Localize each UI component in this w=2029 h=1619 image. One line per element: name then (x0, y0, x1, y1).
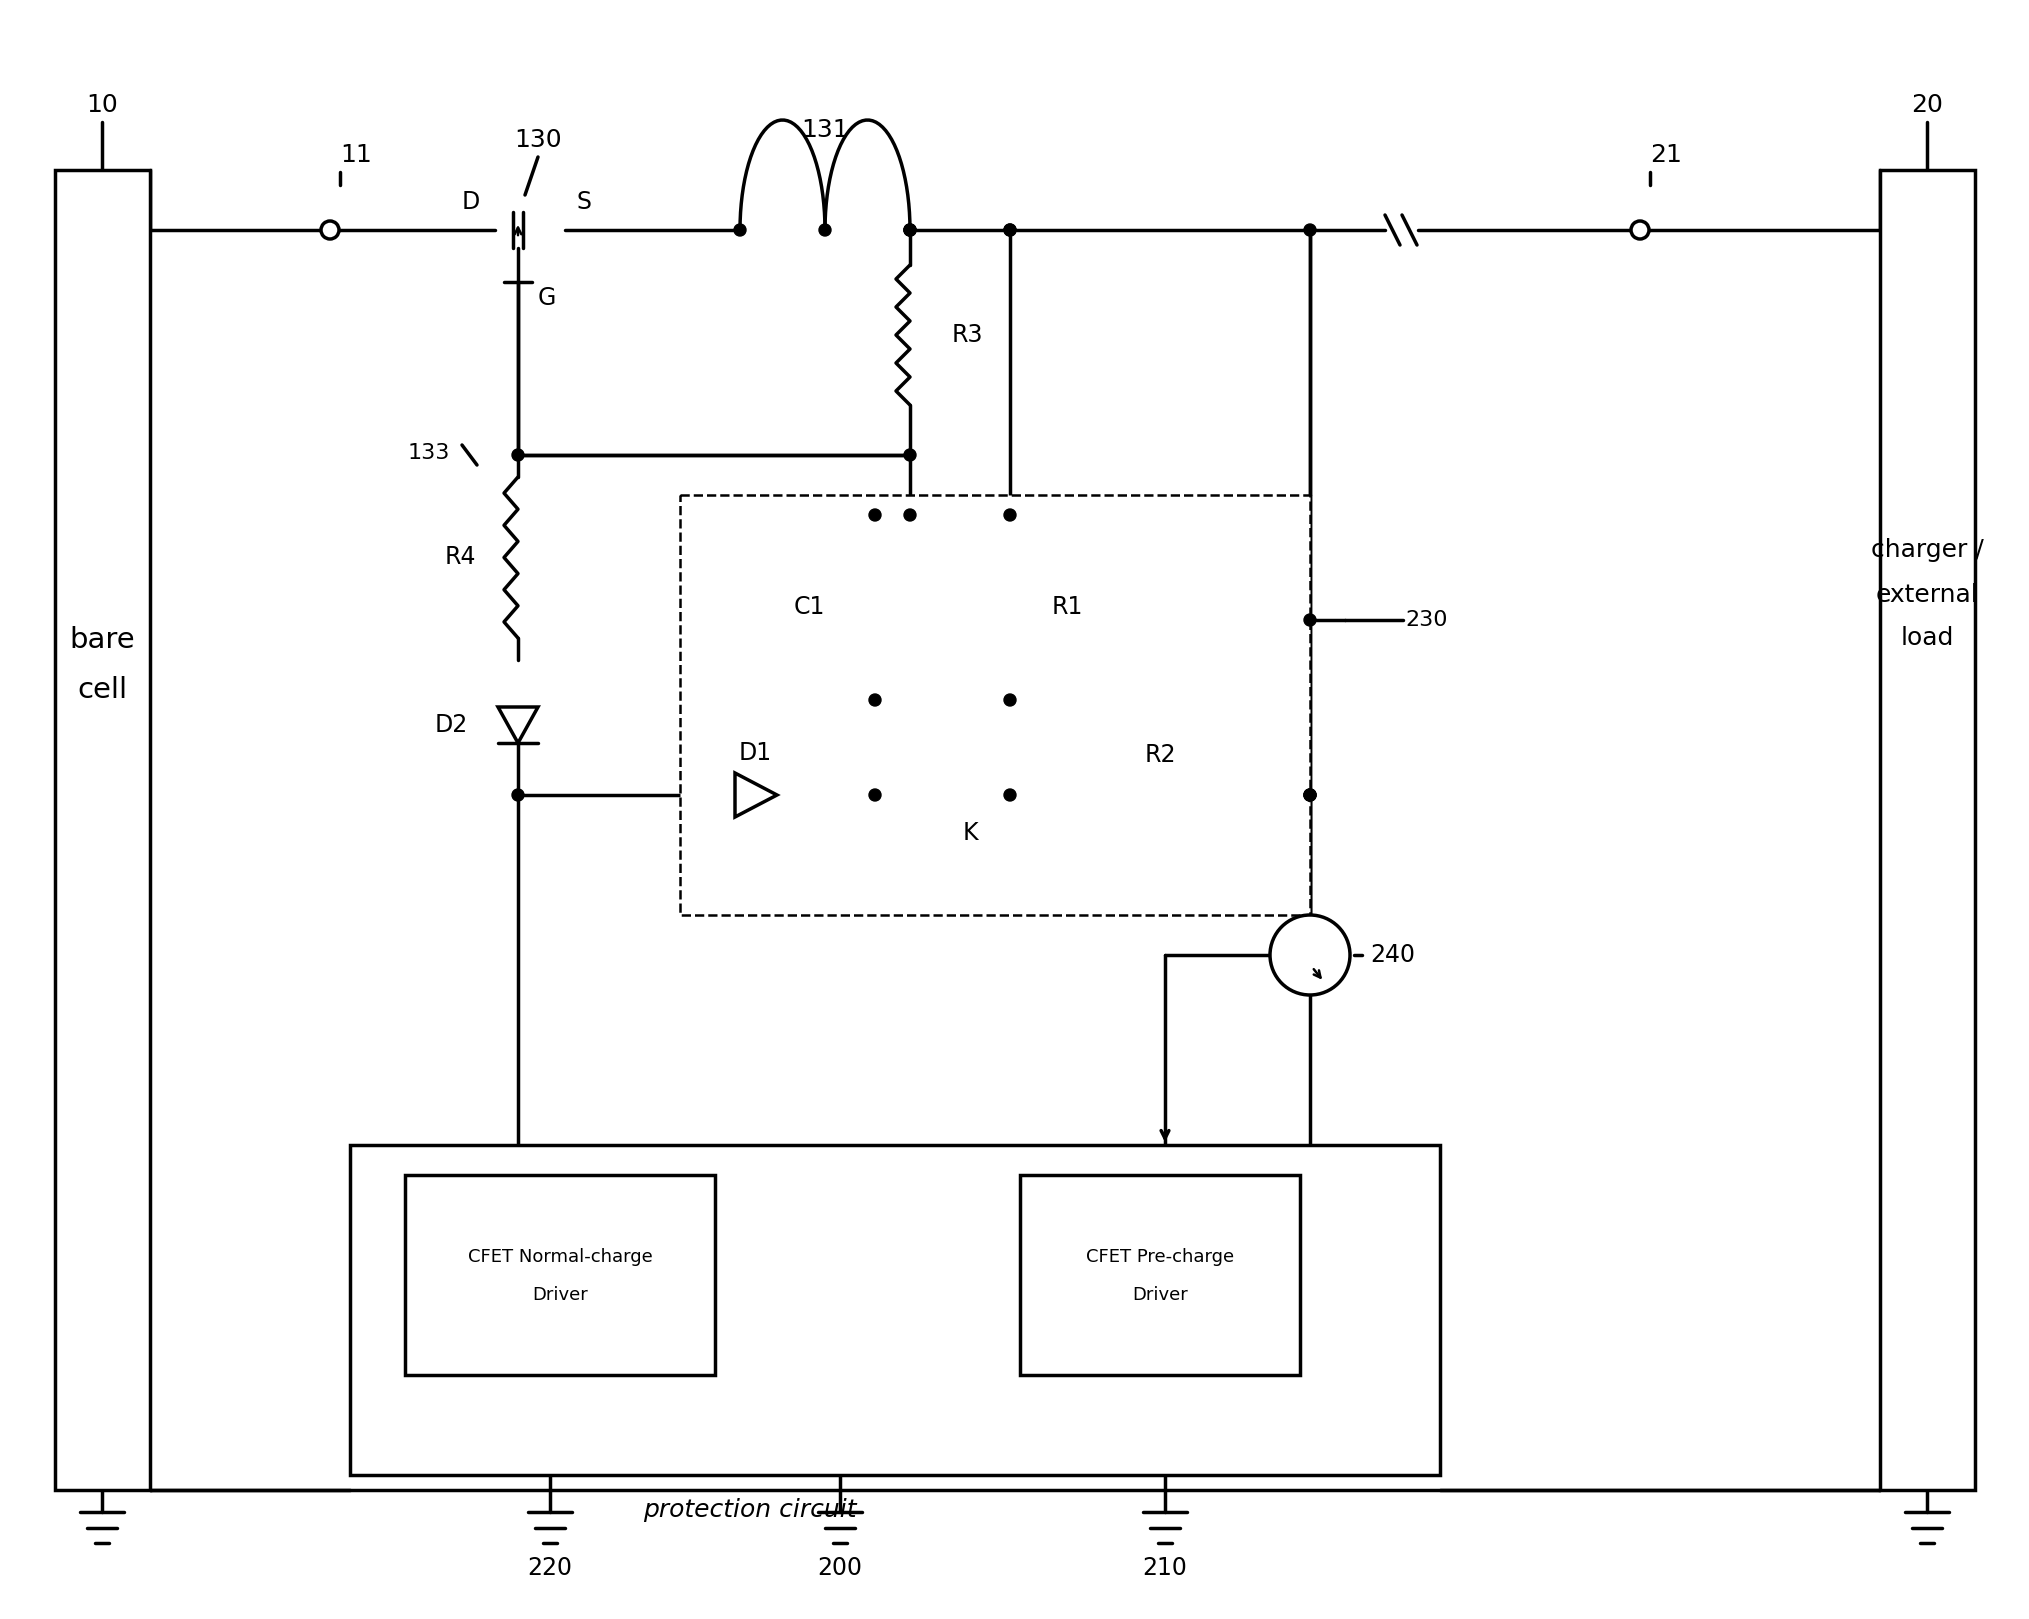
Text: cell: cell (77, 677, 128, 704)
Text: D2: D2 (434, 712, 469, 737)
Circle shape (1004, 508, 1017, 521)
Text: 10: 10 (85, 92, 118, 117)
Circle shape (905, 448, 915, 461)
Circle shape (868, 508, 881, 521)
Circle shape (1305, 788, 1317, 801)
Circle shape (905, 223, 915, 236)
Circle shape (905, 223, 915, 236)
Bar (1021, 1175, 1301, 1375)
Text: K: K (962, 821, 978, 845)
Circle shape (820, 223, 832, 236)
Circle shape (1004, 223, 1017, 236)
Text: R3: R3 (952, 324, 984, 346)
Text: S: S (576, 189, 592, 214)
Text: protection circuit: protection circuit (643, 1498, 856, 1522)
Text: external: external (1875, 583, 1978, 607)
Text: R1: R1 (1051, 596, 1083, 618)
Circle shape (321, 222, 339, 240)
Text: charger /: charger / (1871, 538, 1984, 562)
Text: CFET Normal-charge: CFET Normal-charge (467, 1248, 653, 1266)
Text: 11: 11 (341, 142, 371, 167)
Bar (55, 170, 150, 1489)
Text: D1: D1 (739, 742, 771, 766)
Circle shape (1004, 788, 1017, 801)
Circle shape (1305, 614, 1317, 627)
Circle shape (511, 788, 523, 801)
Text: 220: 220 (528, 1556, 572, 1580)
Bar (680, 495, 1311, 915)
Circle shape (1004, 695, 1017, 706)
Text: 131: 131 (801, 118, 848, 142)
Text: bare: bare (69, 627, 134, 654)
Circle shape (1004, 223, 1017, 236)
Text: 133: 133 (408, 444, 450, 463)
Circle shape (511, 448, 523, 461)
Bar (406, 1175, 714, 1375)
Text: C1: C1 (793, 596, 826, 618)
Circle shape (1631, 222, 1650, 240)
Text: R2: R2 (1144, 743, 1175, 767)
Circle shape (1305, 788, 1317, 801)
Text: 210: 210 (1142, 1556, 1187, 1580)
Circle shape (1270, 915, 1349, 996)
Text: 130: 130 (513, 128, 562, 152)
Text: 200: 200 (818, 1556, 862, 1580)
Text: R4: R4 (444, 546, 477, 568)
Circle shape (868, 695, 881, 706)
Circle shape (868, 788, 881, 801)
Circle shape (905, 223, 915, 236)
Text: 240: 240 (1370, 942, 1414, 967)
Text: 20: 20 (1911, 92, 1944, 117)
Circle shape (905, 508, 915, 521)
Text: 21: 21 (1650, 142, 1682, 167)
Text: load: load (1901, 627, 1954, 649)
Circle shape (734, 223, 747, 236)
Text: CFET Pre-charge: CFET Pre-charge (1086, 1248, 1234, 1266)
Circle shape (1305, 223, 1317, 236)
Text: Driver: Driver (1132, 1285, 1187, 1303)
Text: D: D (463, 189, 481, 214)
Bar (349, 1145, 1441, 1475)
Text: 230: 230 (1404, 610, 1447, 630)
Bar (1881, 170, 1974, 1489)
Text: G: G (538, 287, 556, 309)
Text: Driver: Driver (532, 1285, 588, 1303)
Circle shape (1305, 788, 1317, 801)
